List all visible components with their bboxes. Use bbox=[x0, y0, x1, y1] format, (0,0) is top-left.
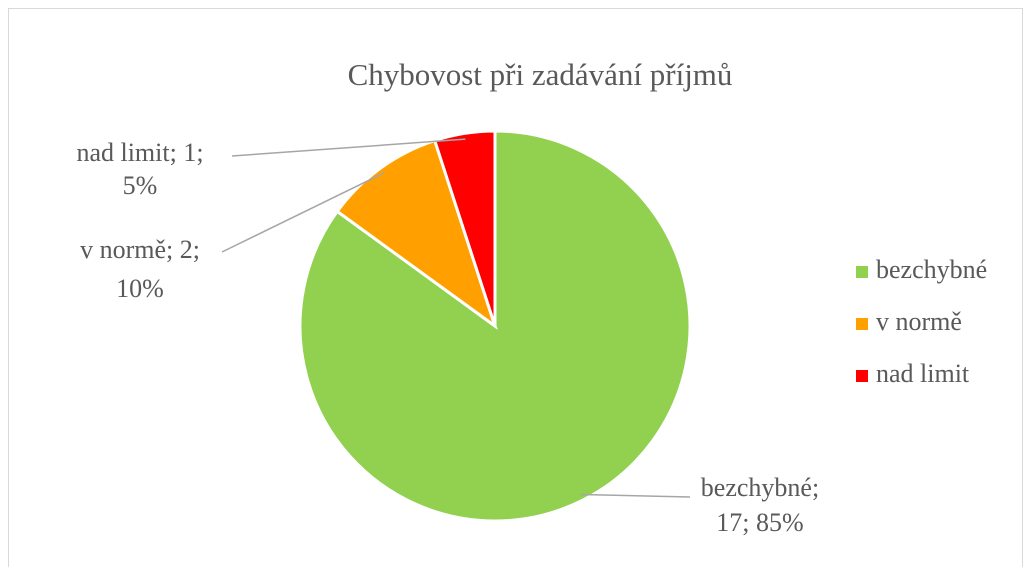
chart-title: Chybovost při zadávání příjmů bbox=[348, 57, 733, 92]
data-label: nad limit; 1; bbox=[76, 138, 203, 167]
data-label: 5% bbox=[123, 171, 158, 200]
data-label: v normě; 2; bbox=[80, 235, 200, 264]
leader-line bbox=[231, 138, 466, 157]
legend-swatch bbox=[856, 370, 868, 382]
pie-slice bbox=[432, 129, 497, 327]
data-label: 10% bbox=[116, 274, 164, 303]
leader-line bbox=[221, 172, 385, 253]
legend-swatch bbox=[856, 266, 868, 278]
legend-label: nad limit bbox=[876, 359, 970, 388]
legend-label: v normě bbox=[876, 307, 962, 336]
data-label: bezchybné; bbox=[701, 473, 819, 502]
data-label: 17; 85% bbox=[716, 508, 803, 537]
leader-line bbox=[580, 493, 691, 498]
legend-swatch bbox=[856, 318, 868, 330]
legend-label: bezchybné bbox=[876, 255, 987, 284]
